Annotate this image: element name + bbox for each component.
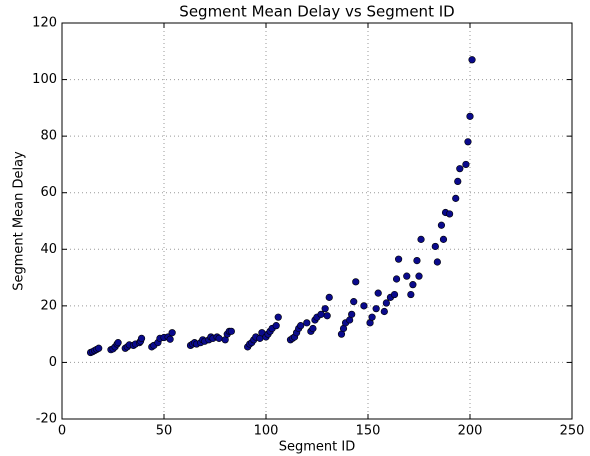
point [309,324,317,333]
point [439,235,448,243]
point [323,312,331,320]
point [321,305,329,313]
point [348,310,356,318]
plot-frame [61,22,573,420]
point [392,275,401,283]
x-tick-label: 200 [458,424,483,439]
point [372,305,380,313]
point [390,290,399,299]
y-tick-label: 60 [40,185,57,200]
point [360,302,368,310]
point [303,319,311,327]
y-tick-label: 120 [32,16,57,31]
point [166,335,174,343]
y-tick-label: 40 [40,242,57,257]
y-tick-label: 80 [40,129,57,144]
point [468,56,476,64]
point [215,334,223,342]
point [380,307,388,316]
point [437,221,446,229]
x-tick-label: 50 [156,424,173,439]
point [317,310,325,318]
point [446,210,454,218]
point [352,278,360,286]
point [431,242,439,251]
point [464,138,472,146]
y-tick-label: 100 [32,72,57,87]
x-tick-label: 150 [356,424,381,439]
x-tick-label: 0 [58,424,66,439]
chart-title: Segment Mean Delay vs Segment ID [179,3,454,21]
x-axis-label: Segment ID [279,440,355,455]
point [413,257,421,265]
y-tick-label: -20 [36,412,57,427]
point [368,313,376,321]
point [452,194,460,202]
y-tick-label: 20 [40,298,57,313]
x-tick-label: 100 [254,424,279,439]
point [297,322,305,330]
point [274,313,282,321]
point [137,334,146,342]
point [95,344,103,352]
point [272,322,280,330]
point [456,165,464,173]
point [415,272,423,280]
point [409,281,417,289]
point [114,339,122,347]
y-tick-label: 0 [49,355,57,370]
y-axis-label: Segment Mean Delay [12,151,27,291]
point [382,299,390,307]
point [168,329,176,337]
point [454,177,462,185]
point [374,289,382,297]
x-tick-label: 250 [560,424,585,439]
point [350,298,358,306]
point [325,293,333,301]
point [403,272,411,280]
point [395,255,403,263]
point [466,112,474,120]
point [227,327,235,335]
point [417,235,425,243]
point [433,258,441,266]
point [407,290,415,299]
point [462,160,470,169]
